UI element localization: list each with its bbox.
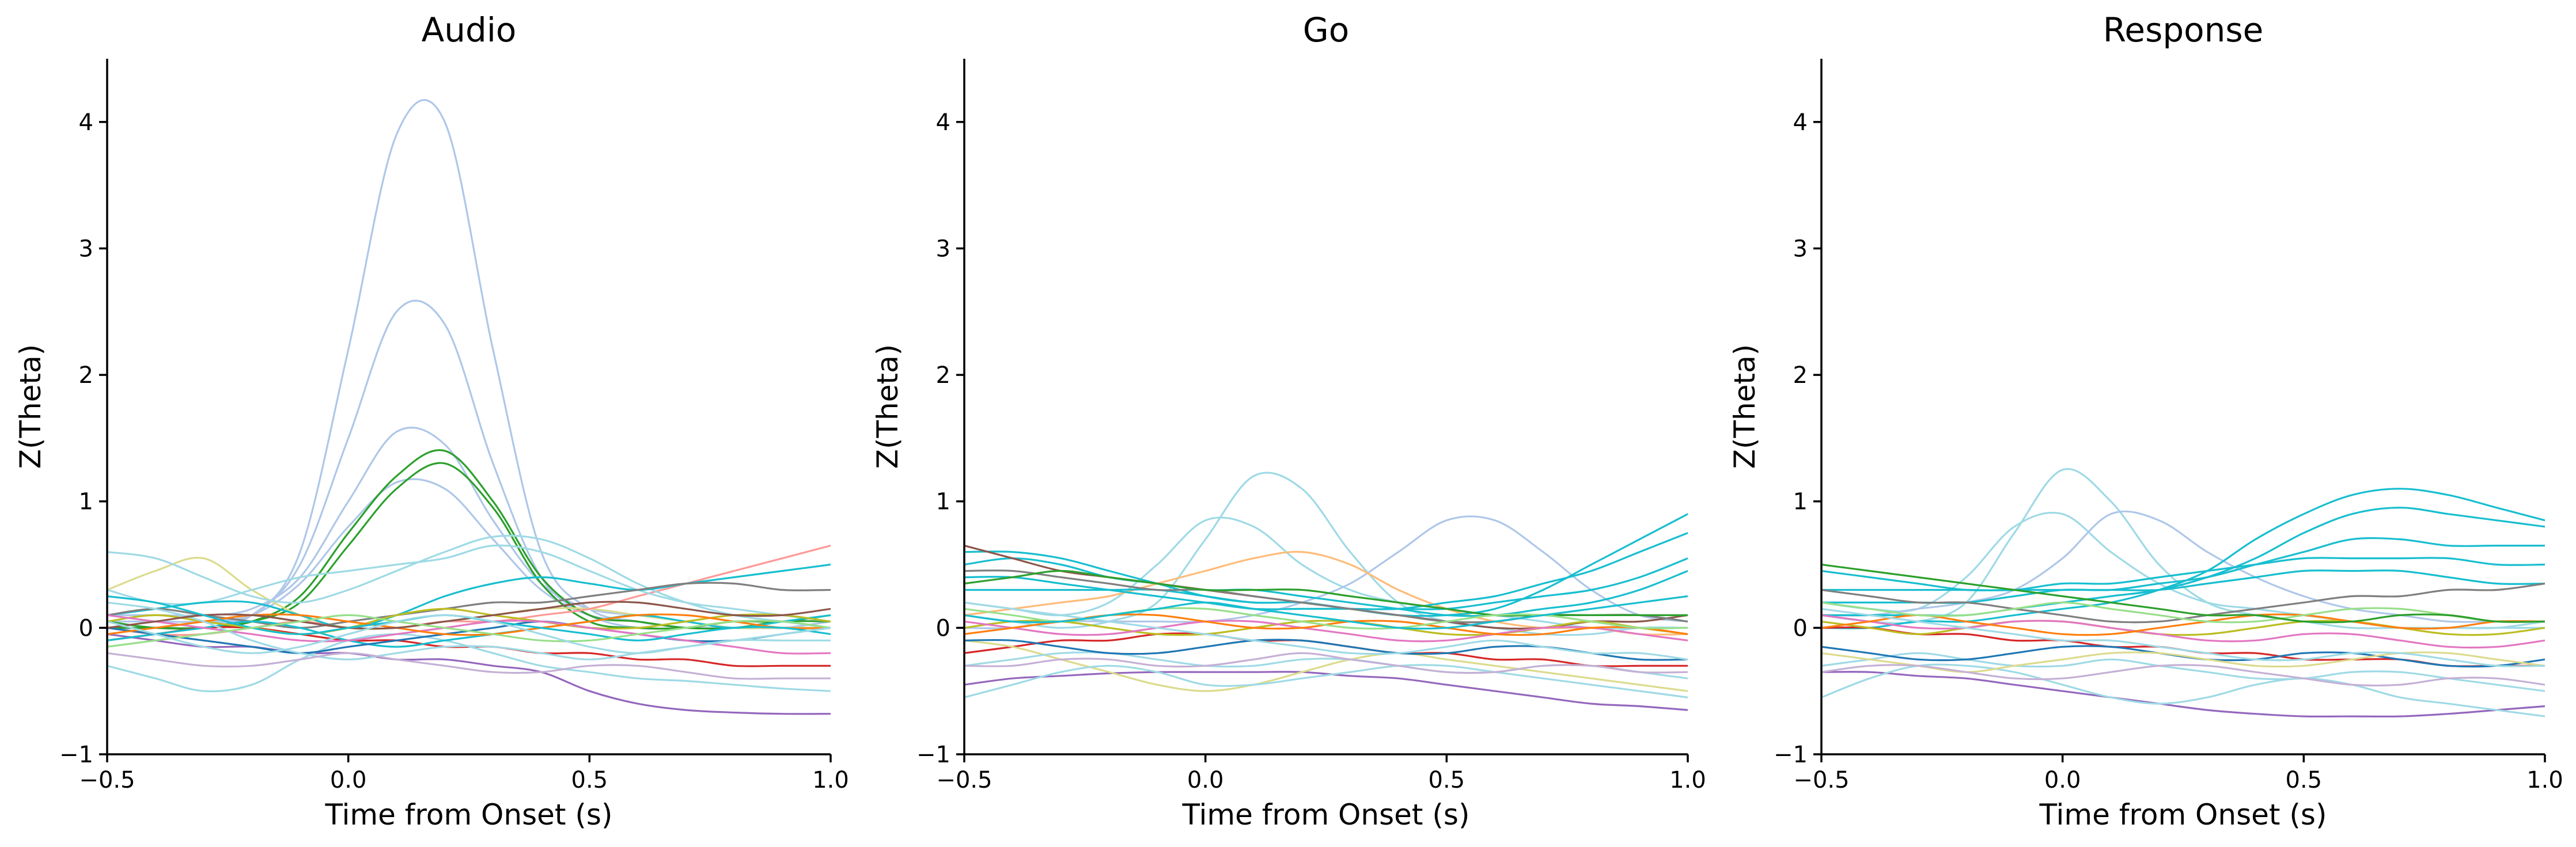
series-line-5 [964,532,1688,610]
tick-layer: −0.5 0.0 0.5 1.0 −1 0 1 2 3 4 [59,109,849,793]
series-line-14 [964,664,1688,698]
tick-layer: −0.5 0.0 0.5 1.0 −1 0 1 2 3 4 [916,109,1706,793]
trace-layer [1821,468,2545,718]
series-line-15 [1821,613,2545,636]
spine-layer [963,59,1688,755]
panel-audio: Audio Z(Theta) Time from Onset (s) −0.5 0… [14,10,849,831]
x-tick-label: 1.0 [1669,767,1706,793]
spine-layer [1820,59,2545,755]
trace-layer [964,472,1688,711]
y-axis-label: Z(Theta) [14,344,47,469]
x-tick-label: −0.5 [936,767,992,793]
y-axis-label: Z(Theta) [1728,344,1761,469]
y-tick-label: 4 [1793,109,1808,136]
panel-response: Response Z(Theta) Time from Onset (s) −0… [1728,10,2563,831]
y-tick-label: 0 [1793,615,1808,641]
y-tick-label: 3 [936,236,950,262]
series-line-7 [964,557,1688,617]
x-tick-label: −0.5 [79,767,135,793]
y-axis-label: Z(Theta) [871,344,904,469]
series-line-18 [1821,664,2545,687]
series-line-23 [964,595,1688,630]
series-line-19 [107,613,831,636]
series-line-25 [107,614,831,654]
y-tick-label: 2 [1793,362,1808,389]
tick-layer: −0.5 0.0 0.5 1.0 −1 0 1 2 3 4 [1774,109,2563,793]
y-tick-label: 2 [79,362,93,389]
x-axis-label: Time from Onset (s) [325,798,613,831]
series-line-11 [964,671,1688,711]
series-line-16 [964,620,1688,636]
spine-layer [106,59,831,755]
series-line-8 [107,534,831,629]
series-line-10 [964,569,1688,617]
series-line-16 [1821,651,2545,673]
y-tick-label: 3 [79,236,93,262]
y-tick-label: −1 [59,742,93,768]
x-tick-label: 0.5 [1429,767,1465,793]
x-tick-label: 0.5 [2286,767,2323,793]
series-line-6 [1821,557,2545,591]
panel-go: Go Z(Theta) Time from Onset (s) −0.5 0.0 0… [871,10,1706,831]
series-line-18 [964,620,1688,643]
x-tick-label: 0.0 [1187,767,1224,793]
y-tick-label: 4 [79,109,93,136]
panel-title: Audio [422,10,517,50]
series-line-20 [964,652,1688,674]
x-tick-label: 0.0 [2044,767,2081,793]
panel-title: Go [1303,10,1349,50]
series-line-10 [107,563,831,629]
y-tick-label: 0 [79,615,93,641]
x-tick-label: 0.0 [330,767,367,793]
panel-title: Response [2103,10,2264,50]
x-tick-label: −0.5 [1793,767,1849,793]
x-axis-label: Time from Onset (s) [2039,798,2327,831]
x-tick-label: 1.0 [2526,767,2563,793]
series-line-2 [964,515,1688,629]
y-tick-label: 0 [936,615,950,641]
series-line-13 [964,639,1688,692]
x-axis-label: Time from Onset (s) [1182,798,1470,831]
y-tick-label: 2 [936,362,950,389]
series-line-2 [1821,510,2545,623]
series-line-7 [1821,569,2545,591]
y-tick-label: −1 [916,742,950,768]
series-line-9 [107,544,831,622]
series-line-10 [1821,663,2545,717]
series-line-14 [1821,614,2545,649]
series-line-12 [1821,620,2545,636]
series-line-8 [1821,671,2545,718]
series-line-19 [1821,601,2545,624]
y-tick-label: 4 [936,109,950,136]
series-line-11 [107,633,831,715]
series-line-11 [1821,652,2545,692]
y-tick-label: 1 [936,489,950,515]
series-line-24 [107,614,831,648]
x-tick-label: 0.5 [571,767,608,793]
series-line-20 [1821,563,2545,624]
y-tick-label: 1 [79,489,93,515]
y-tick-label: −1 [1774,742,1808,768]
x-tick-label: 1.0 [812,767,849,793]
series-line-21 [1821,607,2545,667]
trace-layer [107,99,831,715]
series-line-21 [107,652,831,680]
y-tick-label: 1 [1793,489,1808,515]
y-tick-label: 3 [1793,236,1808,262]
